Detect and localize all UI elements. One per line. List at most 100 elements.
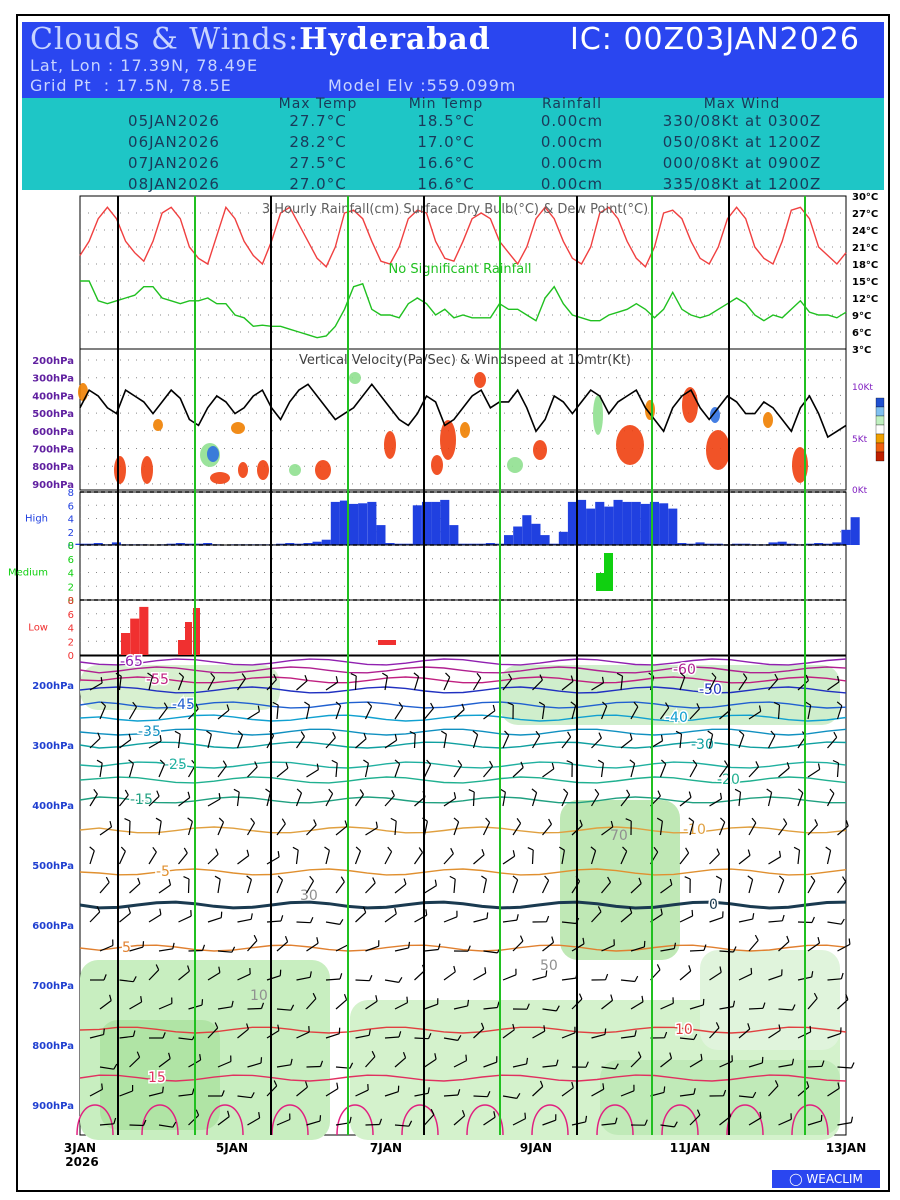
wind-barb-flag xyxy=(89,846,95,852)
temperature-contour xyxy=(79,728,847,736)
wind-barb-flag xyxy=(684,876,691,880)
wind-barb-flag xyxy=(778,850,782,857)
wind-barb xyxy=(99,1000,112,1010)
summary-min-temp: 18.5°C xyxy=(417,112,475,130)
wind-barb xyxy=(296,680,308,691)
wind-barb xyxy=(296,1031,310,1039)
wind-barb-flag xyxy=(159,759,165,765)
high-cloud-bar xyxy=(422,501,432,545)
high-cloud-bar xyxy=(394,543,404,545)
wind-barb-flag xyxy=(719,817,726,823)
wind-barb-flag xyxy=(313,819,317,826)
wind-barb xyxy=(473,917,488,923)
wind-barb-flag xyxy=(258,1112,261,1119)
wind-barb xyxy=(630,706,639,720)
wind-barb xyxy=(531,849,534,865)
wind-barb-flag xyxy=(147,672,153,677)
wind-barb xyxy=(561,1032,576,1039)
velocity-pressure-label: 300hPa xyxy=(32,374,74,385)
summary-date: 05JAN2026 xyxy=(128,112,220,130)
velocity-blob xyxy=(349,372,361,384)
wind-barb-flag xyxy=(493,1111,496,1118)
velocity-colorbar-swatch xyxy=(875,424,885,435)
wind-barb xyxy=(679,676,686,691)
wind-barb xyxy=(483,1116,496,1126)
wind-barb xyxy=(325,921,340,925)
wind-barb xyxy=(99,882,110,894)
temperature-contour xyxy=(79,796,846,804)
wind-barb-flag xyxy=(427,1033,432,1039)
wind-barb xyxy=(296,976,311,981)
summary-rainfall: 0.00cm xyxy=(540,154,604,172)
humidity-shading xyxy=(700,950,840,1050)
wind-barb xyxy=(365,882,376,894)
wind-barb-flag xyxy=(610,994,614,1001)
wind-barb-flag xyxy=(570,675,574,682)
high-cloud-bar xyxy=(203,543,213,545)
wind-barb-flag xyxy=(516,914,519,921)
wind-barb-flag xyxy=(218,793,221,800)
wind-barb xyxy=(679,1093,694,1097)
wind-barb-flag xyxy=(375,821,378,828)
wind-barb-flag xyxy=(387,846,393,852)
wind-barb xyxy=(207,1027,219,1039)
wind-barb-flag xyxy=(398,702,404,708)
wind-barb xyxy=(335,944,349,952)
x-tick-label: 3JAN xyxy=(64,1141,96,1155)
wind-barb-flag xyxy=(187,965,190,972)
high-tick-label: 2 xyxy=(68,528,74,539)
wind-barb xyxy=(708,734,714,749)
wind-barb xyxy=(807,1120,822,1126)
wind-barb xyxy=(325,681,338,691)
wind-barb-flag xyxy=(656,964,661,971)
wind-barb xyxy=(276,1064,291,1068)
high-tick-label: 0 xyxy=(68,541,74,552)
wind-barb-flag xyxy=(440,730,447,735)
wind-barb xyxy=(365,1056,376,1068)
wind-barb xyxy=(158,821,162,836)
wind-barb-flag xyxy=(778,1024,781,1031)
wind-barb-flag xyxy=(693,1033,698,1040)
logo-icon: ◯ xyxy=(789,1172,807,1186)
velocity-pressure-label: 900hPa xyxy=(32,480,74,491)
wind-barb xyxy=(719,1006,734,1010)
wind-barb-flag xyxy=(349,1062,354,1069)
wind-barb-flag xyxy=(516,1092,521,1099)
wind-barb xyxy=(630,1056,642,1068)
high-cloud-bar xyxy=(367,501,377,545)
wind-barb xyxy=(837,825,849,836)
wind-barb xyxy=(217,879,221,894)
wind-barb xyxy=(207,917,222,923)
velocity-blob xyxy=(78,383,88,401)
wind-barb-flag xyxy=(551,762,555,769)
wind-barb-flag xyxy=(142,941,145,948)
wind-barb xyxy=(807,705,812,720)
wind-barb-flag xyxy=(747,1023,751,1030)
wind-barb-flag xyxy=(837,1082,840,1089)
wind-barb-flag xyxy=(660,734,664,741)
high-tick-label: 4 xyxy=(68,515,74,526)
wind-barb xyxy=(778,823,788,836)
wind-barb-flag xyxy=(159,735,162,742)
wind-barb xyxy=(718,879,722,894)
wind-barb xyxy=(306,942,319,952)
title-prefix: Clouds & Winds: xyxy=(30,22,300,57)
wind-barb-flag xyxy=(339,973,343,980)
wind-barb-flag xyxy=(430,1108,435,1115)
col-header-max-temp: Max Temp xyxy=(278,96,358,112)
wind-barb xyxy=(119,1090,133,1097)
wind-barb-flag xyxy=(319,1115,322,1122)
wind-barb xyxy=(158,884,171,894)
wind-barb-flag xyxy=(585,1115,588,1122)
wind-barb-flag xyxy=(616,672,623,677)
wind-barb xyxy=(424,1058,437,1068)
high-cloud-bar xyxy=(586,508,596,545)
wind-barb xyxy=(797,850,801,865)
wind-barb-flag xyxy=(312,992,317,999)
wind-barb-flag xyxy=(319,1060,324,1067)
wind-barb xyxy=(807,824,818,836)
wind-barb xyxy=(355,738,367,749)
wind-barb-flag xyxy=(96,759,103,764)
wind-barb xyxy=(335,881,345,894)
